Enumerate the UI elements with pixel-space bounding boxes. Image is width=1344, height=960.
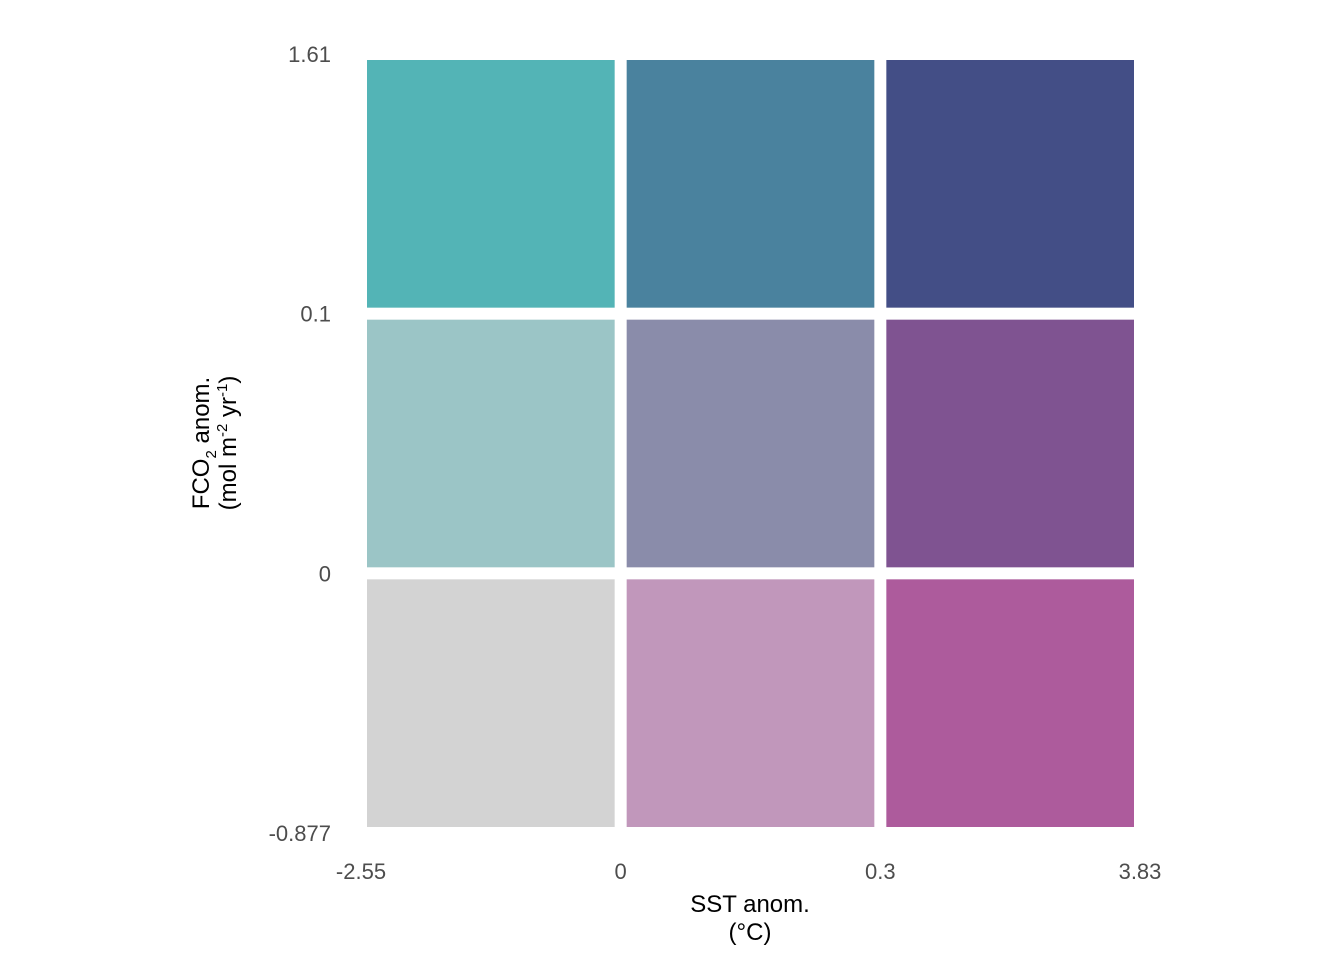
x-axis-title-line2: (°C) [729,919,772,946]
y-tick-label: 1.61 [288,42,331,67]
y-axis-title-sup-1: -2 [214,424,231,437]
heatmap-cell-x2-y2 [886,60,1134,308]
y-axis-title-sup-2: -1 [214,384,231,397]
heatmap-cells [367,60,1134,827]
x-tick-label: -2.55 [336,859,386,884]
x-tick-label: 3.83 [1119,859,1162,884]
heatmap-cell-x1-y0 [626,579,875,827]
heatmap-cell-x0-y0 [367,579,615,827]
y-axis-title-line2: (mol m-2 yr-1) [214,376,242,511]
heatmap-cell-x1-y2 [626,60,875,308]
x-axis-title: SST anom. (°C) [690,891,810,946]
x-tick-label: 0 [615,859,627,884]
y-tick-label: 0 [319,561,331,586]
y-axis-title-subscript: 2 [203,450,220,458]
heatmap-cell-x2-y1 [886,319,1134,568]
y-axis-title-units-b: yr [215,397,242,424]
y-axis-title-line1: FCO2 anom. [188,377,220,509]
y-axis-title-anom: anom. [188,377,215,450]
y-axis-title-units-c: ) [215,376,242,384]
y-tick-label: 0.1 [300,302,331,327]
y-axis-title-units-a: (mol m [215,437,242,510]
heatmap-cell-x0-y2 [367,60,615,308]
heatmap-cell-x1-y1 [626,319,875,568]
x-axis-ticks: -2.55 0 0.3 3.83 [336,859,1161,884]
y-tick-label: -0.877 [269,821,331,846]
x-axis-title-line1: SST anom. [690,891,810,918]
y-axis-ticks: -0.877 0 0.1 1.61 [269,42,331,846]
heatmap-cell-x2-y0 [886,579,1134,827]
x-tick-label: 0.3 [865,859,896,884]
heatmap-cell-x0-y1 [367,319,615,568]
y-axis-title: FCO2 anom. (mol m-2 yr-1) [188,376,242,511]
y-axis-title-fco: FCO [188,459,215,510]
